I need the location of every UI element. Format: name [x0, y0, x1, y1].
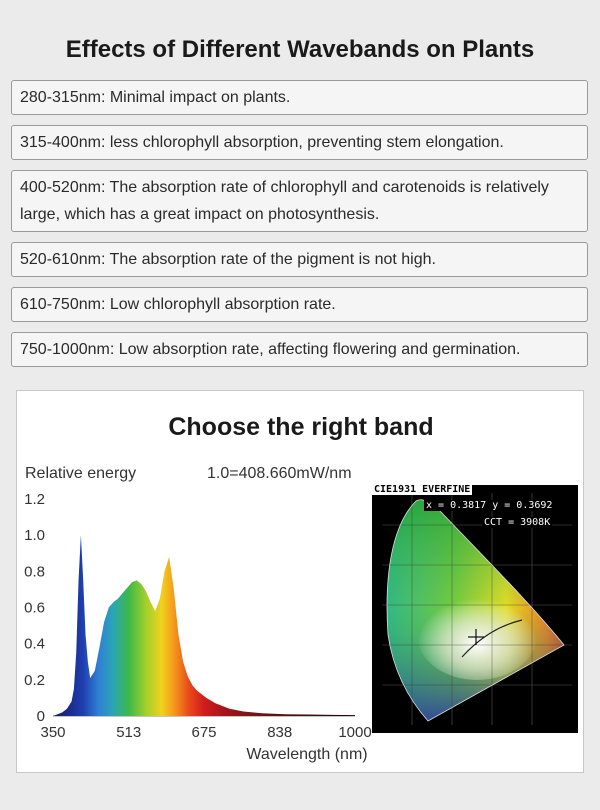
chromaticity-point-marker — [468, 629, 484, 645]
spectrum-area — [53, 535, 355, 716]
x-axis-label: Wavelength (nm) — [246, 746, 367, 763]
y-tick-label: 0.2 — [24, 672, 45, 689]
y-tick-label: 1.0 — [24, 527, 45, 544]
cie-header: CIE1931 EVERFINE — [372, 485, 473, 495]
band-text: 610-750nm: Low chlorophyll absorption ra… — [20, 296, 336, 313]
band-text: 400-520nm: The absorption rate of chloro… — [20, 179, 549, 223]
cie-chromaticity-plot — [382, 493, 572, 725]
band-520-610: 520-610nm: The absorption rate of the pi… — [11, 242, 588, 277]
cie-cct-readout: CCT = 3908K — [482, 517, 553, 528]
band-text: 280-315nm: Minimal impact on plants. — [20, 89, 291, 106]
y-tick-label: 0 — [37, 708, 45, 725]
y-tick-label: 0.8 — [24, 563, 45, 580]
cie-diagram: CIE1931 EVERFINE x = 0.3817 y = 0.3692 C… — [372, 485, 578, 733]
spectrum-chart: 0 0.2 0.4 0.6 0.8 1.0 1.2 350 513 675 838 1000 Wav… — [24, 491, 372, 763]
y-tick-label: 0.6 — [24, 600, 45, 617]
y-axis-label: Relative energy — [25, 465, 137, 482]
page-title: Effects of Different Wavebands on Plants — [65, 36, 535, 63]
x-tick-label: 838 — [267, 724, 292, 741]
cie-xy-readout: x = 0.3817 y = 0.3692 — [424, 500, 555, 511]
x-tick-label: 513 — [116, 724, 141, 741]
band-750-1000: 750-1000nm: Low absorption rate, affecti… — [11, 332, 588, 367]
y-tick-label: 1.2 — [24, 491, 45, 508]
band-text: 750-1000nm: Low absorption rate, affecti… — [20, 341, 521, 358]
band-text: 520-610nm: The absorption rate of the pi… — [20, 251, 436, 268]
band-400-520: 400-520nm: The absorption rate of chloro… — [11, 170, 588, 232]
x-tick-label: 1000 — [338, 724, 371, 741]
band-610-750: 610-750nm: Low chlorophyll absorption ra… — [11, 287, 588, 322]
x-tick-label: 675 — [191, 724, 216, 741]
band-chart-card: Choose the right band Relative energy 1.… — [16, 390, 584, 773]
x-tick-label: 350 — [40, 724, 65, 741]
band-280-315: 280-315nm: Minimal impact on plants. — [11, 80, 588, 115]
y-tick-label: 0.4 — [24, 636, 45, 653]
band-315-400: 315-400nm: less chlorophyll absorption, … — [11, 125, 588, 160]
card-title: Choose the right band — [168, 413, 434, 441]
scale-note: 1.0=408.660mW/nm — [207, 465, 352, 482]
band-text: 315-400nm: less chlorophyll absorption, … — [20, 134, 504, 151]
